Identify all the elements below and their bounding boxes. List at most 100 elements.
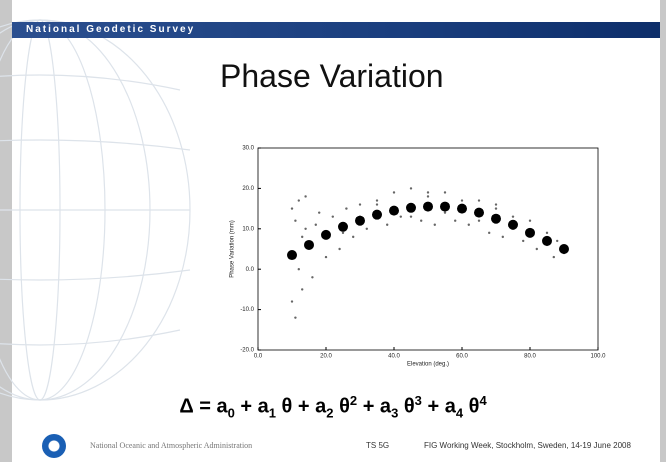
observation bbox=[311, 276, 314, 279]
globe bbox=[0, 19, 191, 401]
observation bbox=[426, 195, 430, 198]
x-tick-label: 80.0 bbox=[524, 354, 536, 360]
observation bbox=[304, 195, 307, 198]
eq-sub: 4 bbox=[455, 405, 464, 421]
observation bbox=[460, 199, 464, 202]
observation bbox=[386, 223, 389, 226]
eq-part: θ + a bbox=[276, 395, 327, 418]
slide-title: Phase Variation bbox=[220, 58, 444, 94]
equation: Δ = a0 + a1 θ + a2 θ2 + a3 θ3 + a4 θ4 bbox=[0, 393, 666, 421]
y-tick-label: -10.0 bbox=[240, 307, 254, 313]
observation bbox=[488, 231, 491, 235]
observation bbox=[301, 288, 304, 291]
y-axis-label: Phase Variation (mm) bbox=[230, 220, 236, 278]
footer-session: TS 5G bbox=[366, 441, 390, 450]
fit-point bbox=[440, 201, 450, 212]
observation bbox=[528, 219, 532, 222]
observation bbox=[331, 215, 334, 218]
eq-sup: 2 bbox=[349, 393, 358, 408]
eq-part: θ bbox=[463, 395, 480, 418]
observation bbox=[399, 215, 402, 218]
observation bbox=[420, 219, 423, 222]
fit-point bbox=[304, 239, 314, 250]
observation bbox=[409, 215, 413, 218]
observation bbox=[318, 211, 321, 214]
observation bbox=[454, 219, 457, 222]
observation bbox=[556, 239, 559, 243]
fit-point bbox=[491, 213, 501, 224]
x-axis-label: Elevation (deg.) bbox=[407, 362, 449, 368]
y-tick-label: 10.0 bbox=[242, 226, 254, 232]
footer-event: FIG Working Week, Stockholm, Sweden, 14-… bbox=[424, 441, 631, 450]
header-bar bbox=[12, 22, 660, 38]
y-tick-label: 20.0 bbox=[242, 186, 254, 192]
observation bbox=[392, 191, 396, 194]
fit-point bbox=[525, 227, 535, 238]
observation bbox=[522, 239, 525, 243]
observation bbox=[501, 235, 504, 239]
observation bbox=[338, 247, 341, 251]
observation bbox=[467, 223, 470, 226]
observation bbox=[477, 199, 481, 202]
fit-point bbox=[372, 209, 382, 220]
observation bbox=[545, 231, 549, 235]
fit-point bbox=[559, 244, 569, 254]
fit-point bbox=[389, 205, 399, 216]
eq-part: + a bbox=[421, 395, 456, 418]
eq-sup: 4 bbox=[479, 393, 487, 408]
observation bbox=[341, 231, 345, 235]
noaa-logo bbox=[42, 434, 66, 458]
observation bbox=[477, 219, 481, 222]
fit-point bbox=[406, 202, 416, 213]
eq-sub: 1 bbox=[268, 405, 276, 421]
observation bbox=[494, 207, 498, 210]
fit-point bbox=[355, 215, 365, 226]
observation bbox=[324, 255, 328, 259]
y-tick-label: 0.0 bbox=[246, 267, 255, 273]
fit-point bbox=[457, 203, 467, 214]
observation bbox=[304, 227, 307, 230]
fit-point bbox=[287, 250, 297, 261]
observation bbox=[352, 235, 355, 239]
footer-org: National Oceanic and Atmospheric Adminis… bbox=[90, 441, 253, 450]
y-tick-label: 30.0 bbox=[242, 146, 254, 152]
eq-part: θ bbox=[398, 395, 415, 418]
eq-part: + a bbox=[234, 395, 269, 418]
eq-sup: 3 bbox=[414, 393, 422, 408]
fit-point bbox=[542, 235, 552, 246]
observation bbox=[433, 223, 436, 226]
eq-sub: 2 bbox=[326, 405, 334, 421]
observation bbox=[535, 247, 538, 251]
slide bbox=[12, 0, 660, 462]
observation bbox=[301, 235, 304, 239]
observation bbox=[290, 300, 294, 303]
x-tick-label: 100.0 bbox=[590, 354, 606, 360]
observation bbox=[552, 255, 555, 259]
eq-sub: 3 bbox=[391, 405, 399, 421]
observation bbox=[511, 215, 515, 218]
fit-point bbox=[508, 219, 518, 230]
eq-part: θ bbox=[333, 395, 350, 418]
x-tick-label: 40.0 bbox=[388, 354, 400, 360]
observation bbox=[365, 227, 368, 230]
observation bbox=[294, 219, 297, 222]
eq-part: Δ = a bbox=[179, 395, 228, 418]
observation bbox=[358, 203, 362, 206]
plot-frame bbox=[257, 147, 599, 351]
x-tick-label: 60.0 bbox=[456, 354, 468, 360]
observation bbox=[426, 191, 430, 194]
eq-part: + a bbox=[357, 395, 392, 418]
observation bbox=[409, 187, 413, 190]
observation bbox=[345, 207, 348, 210]
agency: National Geodetic Survey bbox=[26, 24, 196, 35]
observation bbox=[443, 211, 447, 214]
observation bbox=[314, 223, 317, 226]
x-tick-label: 0.0 bbox=[254, 354, 263, 360]
x-tick-label: 20.0 bbox=[320, 354, 332, 360]
observation bbox=[294, 316, 297, 319]
observation bbox=[297, 199, 300, 202]
fit-point bbox=[338, 221, 348, 232]
observation bbox=[290, 207, 294, 210]
